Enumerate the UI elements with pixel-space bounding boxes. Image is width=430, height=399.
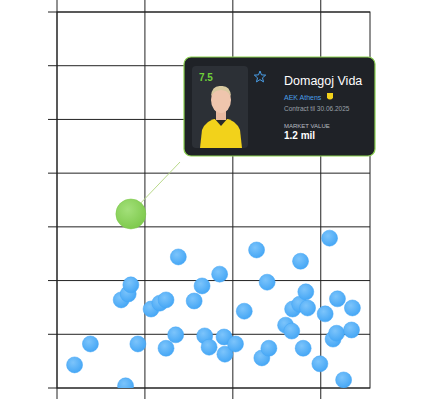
contract: Contract til 30.06.2025 <box>284 105 350 112</box>
point <box>300 300 316 316</box>
point <box>317 306 333 322</box>
point <box>116 199 146 229</box>
grid-line-y <box>48 280 370 281</box>
point <box>170 249 186 265</box>
photo-bg <box>192 66 248 148</box>
point <box>295 340 311 356</box>
point <box>194 278 210 294</box>
market-value: 1.2 mil <box>284 130 315 141</box>
player-name: Domagoj Vida <box>284 74 362 88</box>
point <box>227 336 243 352</box>
rating: 7.5 <box>199 72 213 83</box>
market-value-label: MARKET VALUE <box>284 123 330 129</box>
star-icon <box>254 71 265 82</box>
point <box>168 327 184 343</box>
player-shirt <box>200 118 242 148</box>
club-badge <box>327 93 333 100</box>
point <box>82 336 98 352</box>
point <box>329 325 345 341</box>
grid-line-y <box>48 226 370 227</box>
point <box>201 339 217 355</box>
point <box>298 284 314 300</box>
chart: 7.5 Domagoj Vida AEK Athens Contract til 30… <box>0 0 430 399</box>
point <box>212 266 228 282</box>
point <box>261 340 277 356</box>
point <box>284 323 300 339</box>
point <box>236 303 252 319</box>
point <box>186 293 202 309</box>
point <box>344 300 360 316</box>
point <box>118 378 134 388</box>
point <box>123 277 139 293</box>
point <box>344 322 360 338</box>
point <box>158 340 174 356</box>
point <box>322 230 338 246</box>
point <box>259 274 275 290</box>
club: AEK Athens <box>284 94 322 101</box>
tooltip-card: 7.5 Domagoj Vida AEK Athens Contract til 30… <box>184 57 375 156</box>
points <box>67 199 361 388</box>
point <box>329 291 345 307</box>
point <box>336 372 352 388</box>
chart-container: 7.5 Domagoj Vida AEK Athens Contract til 30… <box>0 0 430 399</box>
point <box>67 357 83 373</box>
connector <box>141 162 180 203</box>
point <box>312 356 328 372</box>
point <box>293 253 309 269</box>
grid-line-y <box>48 173 370 174</box>
point <box>130 336 146 352</box>
card-bg <box>184 57 375 156</box>
point <box>158 292 174 308</box>
point <box>249 242 265 258</box>
player-hair <box>211 86 231 96</box>
